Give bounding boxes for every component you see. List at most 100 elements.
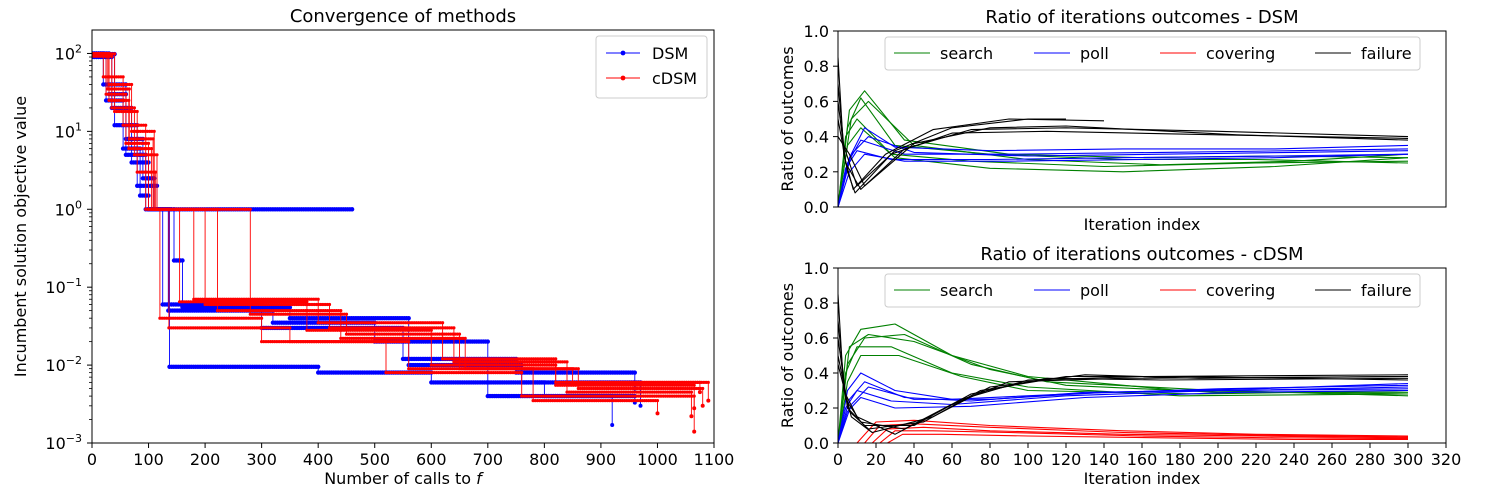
y-tick-label: 100: [55, 198, 82, 219]
series-marker: [325, 302, 329, 307]
series-marker: [346, 328, 350, 332]
series-marker: [565, 367, 569, 371]
series-marker: [367, 340, 371, 344]
series-marker: [399, 328, 403, 332]
series-marker: [452, 371, 456, 375]
series-marker: [676, 390, 680, 394]
series-marker: [118, 98, 122, 102]
series-marker: [356, 340, 360, 344]
series-marker: [476, 371, 480, 375]
x-tick-label: 20: [866, 450, 886, 469]
legend-label-search: search: [940, 281, 993, 300]
series-marker: [248, 300, 252, 304]
series-marker: [472, 357, 476, 361]
series-marker: [386, 326, 390, 330]
x-tick-label: 220: [1241, 450, 1272, 469]
series-marker: [222, 326, 226, 330]
series-marker: [387, 340, 391, 344]
series-marker: [650, 394, 654, 398]
series-marker: [353, 321, 357, 325]
series-marker: [322, 328, 326, 332]
series-marker: [387, 336, 391, 340]
series-marker: [362, 326, 366, 330]
x-tick-label: 900: [586, 450, 617, 469]
series-marker: [543, 367, 547, 371]
series-marker: [456, 360, 460, 364]
series-marker: [600, 380, 604, 384]
series-marker: [622, 383, 626, 387]
series-marker: [438, 363, 442, 367]
series-marker: [697, 380, 702, 384]
series-marker: [650, 386, 655, 391]
series-marker: [587, 383, 591, 387]
series-marker: [534, 363, 538, 367]
series-marker: [545, 363, 549, 367]
series-marker: [434, 321, 438, 325]
series-marker: [475, 363, 479, 367]
series-marker: [509, 360, 514, 364]
series-marker: [548, 399, 553, 403]
series-marker: [310, 302, 314, 307]
series-marker: [639, 383, 644, 387]
series-marker: [529, 394, 533, 398]
series-marker: [574, 390, 578, 394]
series-marker: [408, 371, 412, 375]
series-marker: [384, 326, 388, 330]
series-marker: [517, 363, 521, 367]
series-marker: [360, 321, 364, 325]
series-marker: [335, 328, 339, 332]
series-marker: [264, 312, 268, 316]
series-marker: [611, 386, 615, 391]
series-marker: [578, 383, 582, 387]
series-marker: [576, 367, 580, 371]
series-marker: [598, 390, 602, 394]
series-marker: [443, 357, 447, 361]
series-marker: [610, 423, 615, 427]
series-marker: [431, 332, 435, 336]
series-marker: [301, 297, 305, 301]
series-marker: [147, 147, 151, 151]
series-marker: [310, 297, 314, 301]
series-marker: [627, 399, 631, 403]
series-marker: [277, 297, 281, 301]
series-marker: [683, 386, 687, 391]
series-marker: [176, 316, 180, 320]
series-marker: [541, 363, 545, 367]
series-marker: [410, 326, 414, 330]
series-marker: [314, 340, 318, 344]
series-marker: [262, 302, 266, 307]
x-tick-label: 160: [1127, 450, 1158, 469]
series-marker: [404, 326, 408, 330]
series-marker: [297, 302, 301, 307]
series-marker: [116, 82, 120, 87]
series-marker: [646, 394, 650, 398]
series-marker: [101, 53, 105, 57]
series-marker: [246, 326, 250, 330]
series-marker: [562, 383, 567, 387]
series-marker: [415, 326, 419, 330]
series-marker: [144, 170, 148, 174]
series-marker: [382, 336, 386, 340]
series-marker: [397, 371, 401, 375]
series-marker: [224, 316, 228, 320]
series-marker: [377, 321, 381, 325]
series-marker: [200, 207, 204, 211]
series-marker: [333, 328, 337, 332]
series-marker: [458, 357, 462, 361]
series-marker: [619, 394, 623, 398]
y-tick-exponent: 0: [75, 198, 82, 211]
series-marker: [395, 336, 400, 340]
series-marker: [413, 326, 417, 330]
series-marker: [117, 75, 121, 79]
series-marker: [580, 380, 584, 384]
series-marker: [595, 390, 600, 394]
series-marker: [653, 380, 657, 384]
series-marker: [99, 53, 103, 57]
series-marker: [681, 394, 685, 398]
series-marker: [220, 326, 224, 330]
series-marker: [624, 383, 628, 387]
series-marker: [365, 340, 369, 344]
series-marker: [624, 386, 628, 391]
series-marker: [309, 328, 313, 332]
y-axis-label: Ratio of outcomes: [778, 46, 797, 191]
